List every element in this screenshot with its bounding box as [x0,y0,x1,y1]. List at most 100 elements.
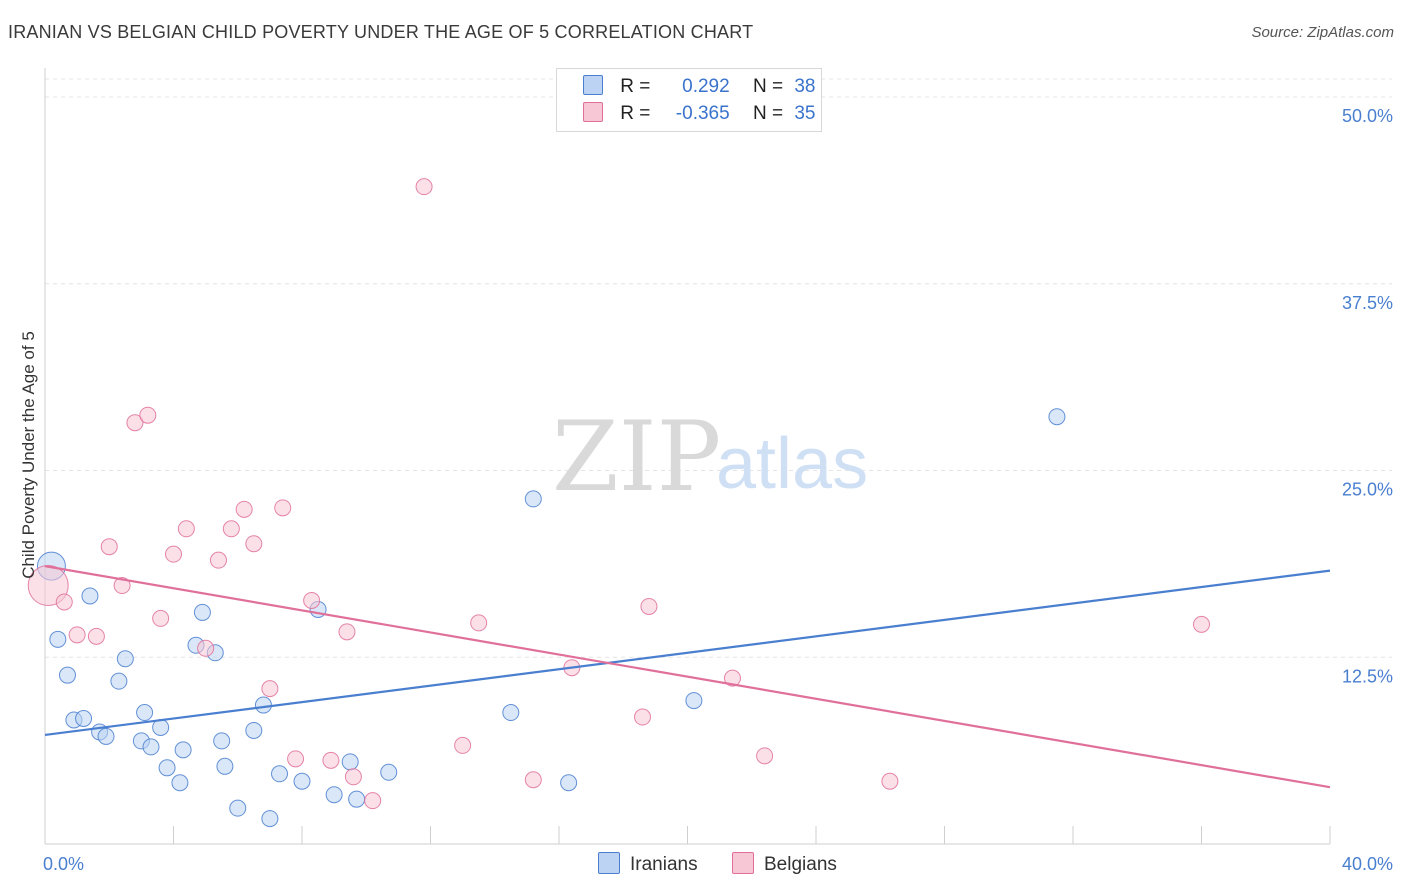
belgians-point [209,551,227,569]
belgians-point [634,708,652,726]
belgians-point [245,535,263,553]
belgians-point [344,768,362,786]
iranians-point [97,727,115,745]
legend-r-value: -0.365 [675,103,730,124]
belgians-point [165,545,182,563]
belgians-point [1193,615,1210,633]
points-layer [27,178,1210,828]
belgians-point [113,577,131,595]
iranians-point [58,666,76,684]
belgians-point [287,750,305,768]
iranians-point [502,704,520,722]
iranians-point [193,603,211,621]
belgians-point [756,747,774,765]
x-tick-label: 0.0% [43,854,84,874]
belgians-point [338,623,356,641]
iranians-point [136,704,154,722]
belgians-point [261,680,279,698]
iranians-point [49,630,67,648]
belgians-point [364,792,382,810]
iranians-point [560,774,578,792]
iranians-point [245,721,263,739]
iranians-point [110,672,128,690]
tick-layer: 12.5% 25.0% 37.5% 50.0% 0.0% 40.0% [43,106,1393,874]
iranians-point [524,490,542,508]
belgians-point [27,565,69,607]
series-legend: Iranians Belgians [0,852,1406,878]
iranians-point [142,738,160,756]
iranians-point [325,786,343,804]
legend-swatch-belgians [583,102,603,122]
belgians-point [87,627,105,645]
y-tick-label: 12.5% [1342,666,1393,686]
legend-r-label: R = [620,103,651,124]
iranians-point [254,696,272,714]
y-tick-label: 50.0% [1342,106,1393,126]
iranians-point [261,810,279,828]
belgians-point [68,626,86,644]
iranians-point [341,753,359,771]
iranians-point [158,759,176,777]
legend-row-iranians: R = 0.292 N = 38 [583,75,815,99]
belgians-point [640,597,658,615]
series-swatch-belgians [732,852,754,874]
iranians-point [81,587,99,605]
belgians-point [152,609,170,627]
source-label: Source: ZipAtlas.com [1251,24,1394,41]
iranians-point [1048,408,1066,426]
iranians-point [116,650,134,668]
belgians-point [303,591,321,609]
series-label-iranians: Iranians [630,854,698,875]
watermark-zip: ZIP [552,401,721,513]
belgians-point [274,499,292,517]
belgians-point [235,500,253,518]
trend-layer [44,565,1331,789]
belgians-point [470,614,488,632]
y-tick-label: 25.0% [1342,480,1393,500]
belgians-point [139,406,157,424]
iranians-point [174,741,192,759]
legend-n-label: N = [752,103,784,124]
belgians-point [415,178,433,196]
iranians-point [271,765,289,783]
iranians-point [685,692,703,710]
chart-title: IRANIAN VS BELGIAN CHILD POVERTY UNDER T… [8,22,754,42]
iranians-point [348,790,366,808]
belgians-point [197,639,215,657]
series-swatch-iranians [598,852,620,874]
belgians-point [881,772,899,790]
iranians-point [216,757,234,775]
series-legend-belgians: Belgians [732,852,837,876]
iranians-point [293,772,311,790]
belgians-point [55,593,73,611]
grid-layer [45,78,1392,658]
belgians-point [126,414,144,432]
x-tick-label: 40.0% [1342,854,1393,874]
legend-r-value: 0.292 [682,76,730,97]
iranians-point [380,763,398,781]
series-legend-iranians: Iranians [598,852,698,876]
watermark-atlas: atlas [716,424,868,504]
legend-row-belgians: R = -0.365 N = 35 [583,102,815,126]
legend-swatch-iranians [583,75,603,95]
iranians-point [75,710,93,728]
series-label-belgians: Belgians [764,854,837,875]
y-axis-label: Child Poverty Under the Age of 5 [19,331,38,579]
belgians-point [100,538,118,556]
belgians-trend-line [44,565,1331,789]
correlation-legend: R = 0.292 N = 38 R = -0.365 N = 35 [556,68,822,132]
legend-r-label: R = [620,76,651,97]
y-tick-label: 37.5% [1342,293,1393,313]
belgians-point [454,736,472,754]
legend-n-value: 38 [794,76,816,97]
belgians-point [723,669,741,687]
iranians-trend-line [44,569,1331,737]
belgians-point [322,751,340,769]
iranians-point [213,732,231,750]
watermark: ZIP atlas [552,401,868,513]
belgians-point [524,771,542,789]
belgians-point [222,520,240,538]
legend-n-value: 35 [794,103,816,124]
belgians-point [177,520,195,538]
